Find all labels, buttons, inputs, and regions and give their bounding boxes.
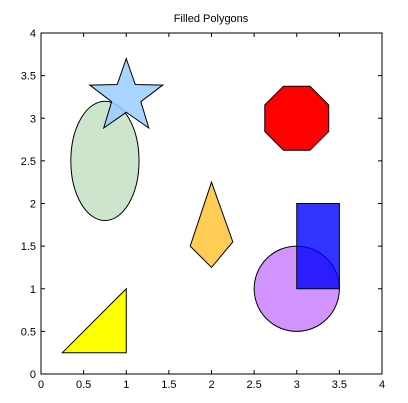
chart-title: Filled Polygons: [174, 13, 249, 25]
shape-star: [88, 57, 165, 130]
x-tick-label: 1.5: [161, 379, 176, 391]
x-tick-label: 0.5: [76, 379, 91, 391]
y-tick-label: 2.5: [21, 156, 36, 168]
y-tick-label: 3: [30, 113, 36, 125]
x-axis: 0 0.5 1 1.5 2 2.5 3 3.5 4: [38, 33, 385, 391]
x-tick-label: 1: [123, 379, 129, 391]
x-tick-label: 2: [208, 379, 214, 391]
shape-ellipse: [70, 100, 140, 222]
y-axis: 0 0.5 1 1.5 2 2.5 3 3.5 4: [21, 28, 382, 381]
x-tick-label: 3.5: [332, 379, 347, 391]
shape-triangle: [61, 287, 127, 354]
y-tick-label: 1: [30, 284, 36, 296]
x-tick-label: 0: [38, 379, 44, 391]
x-tick-label: 4: [379, 379, 385, 391]
y-tick-label: 3.5: [21, 71, 36, 83]
y-tick-label: 1.5: [21, 241, 36, 253]
shapes-layer: [61, 57, 340, 354]
y-tick-label: 4: [30, 28, 36, 40]
y-tick-label: 0: [30, 369, 36, 381]
x-tick-label: 2.5: [246, 379, 261, 391]
shape-diamond: [189, 180, 234, 269]
shape-octagon: [264, 85, 330, 151]
y-tick-label: 2: [30, 199, 36, 211]
x-tick-label: 3: [294, 379, 300, 391]
y-tick-label: 0.5: [21, 326, 36, 338]
shape-rectangle: [296, 203, 340, 290]
